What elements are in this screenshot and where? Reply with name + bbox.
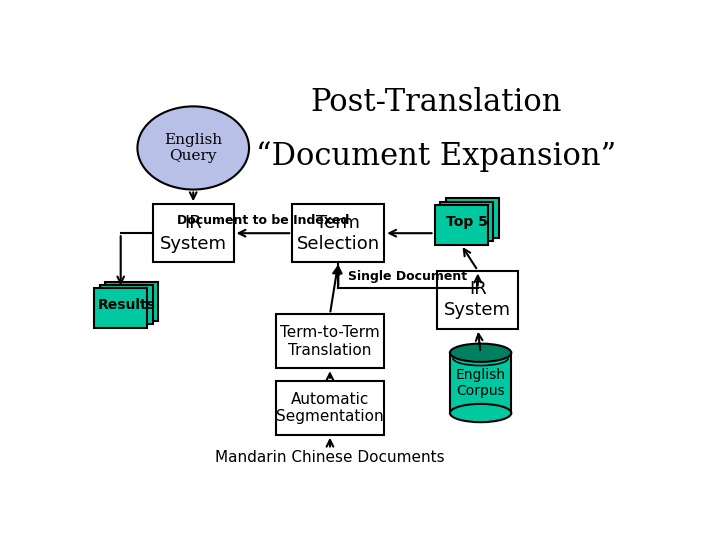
- Ellipse shape: [450, 343, 511, 362]
- Text: Single Document: Single Document: [348, 270, 467, 283]
- Text: Term
Selection: Term Selection: [297, 214, 380, 253]
- Bar: [94, 288, 147, 328]
- Text: Automatic
Segmentation: Automatic Segmentation: [276, 392, 384, 424]
- Bar: [435, 205, 487, 245]
- Text: Top 5: Top 5: [446, 214, 487, 228]
- Bar: [292, 204, 384, 262]
- Text: Post-Translation: Post-Translation: [310, 87, 562, 118]
- Text: Results: Results: [97, 298, 156, 312]
- Bar: [100, 285, 153, 325]
- Bar: [440, 202, 493, 241]
- Text: “Document Expansion”: “Document Expansion”: [256, 141, 616, 172]
- Text: IR
System: IR System: [160, 214, 227, 253]
- Text: English
Corpus: English Corpus: [456, 368, 505, 398]
- Text: IR
System: IR System: [444, 280, 511, 319]
- Text: English
Query: English Query: [164, 133, 222, 163]
- Bar: [105, 282, 158, 321]
- Bar: [446, 199, 499, 238]
- Bar: [276, 381, 384, 435]
- Bar: [153, 204, 234, 262]
- Bar: [437, 271, 518, 329]
- Bar: [276, 314, 384, 368]
- Text: Mandarin Chinese Documents: Mandarin Chinese Documents: [215, 450, 445, 465]
- Text: Term-to-Term
Translation: Term-to-Term Translation: [280, 325, 380, 357]
- Ellipse shape: [138, 106, 249, 190]
- Ellipse shape: [450, 404, 511, 422]
- Polygon shape: [450, 353, 511, 413]
- Text: Document to be Indexed: Document to be Indexed: [177, 214, 349, 227]
